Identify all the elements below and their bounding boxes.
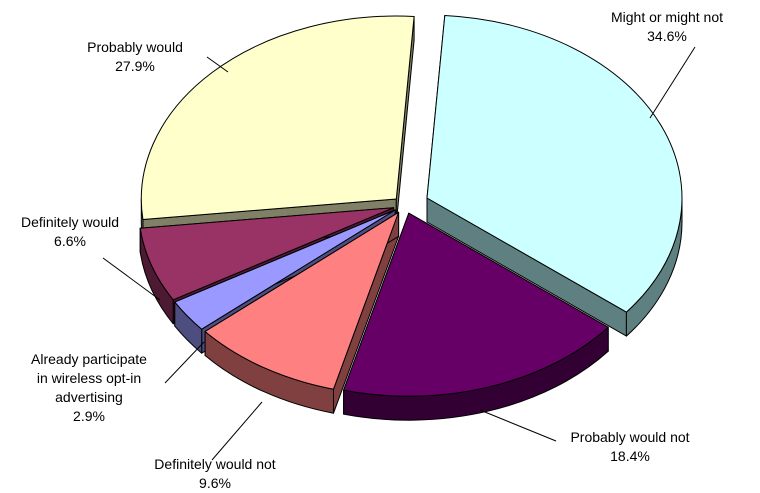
leader-line-definitely-would (102, 257, 161, 301)
slice-label-definitely-would: Definitely would 6.6% (20, 214, 120, 249)
leader-line-might-or-might-not (649, 46, 696, 119)
slice-already-participate-in-wireless-opt-in-advertising (174, 209, 396, 330)
slice-label-probably-would: Probably would 27.9% (87, 39, 183, 74)
leader-lines (102, 46, 696, 461)
slice-label-definitely-would-not: Definitely would not 9.6% (154, 456, 276, 491)
leader-line-definitely-would-not (211, 401, 263, 461)
slice-tops (139, 15, 683, 397)
leader-line-probably-would (206, 56, 229, 73)
slice-probably-would (140, 15, 415, 220)
slice-label-might-or-might-not: Might or might not 34.6% (610, 9, 724, 44)
slice-label-probably-would-not: Probably would not 18.4% (570, 429, 690, 464)
slice-definitely-would (139, 207, 395, 301)
slice-probably-would-not (343, 212, 609, 397)
leader-line-probably-would-not (479, 409, 557, 442)
slice-definitely-would-not (204, 211, 400, 390)
slice-label-already-participate: Already participate in wireless opt-in a… (31, 351, 147, 424)
leader-line-already-participate-in-wireless-opt-in-advertising (164, 341, 205, 384)
slice-might-or-might-not (426, 15, 683, 313)
